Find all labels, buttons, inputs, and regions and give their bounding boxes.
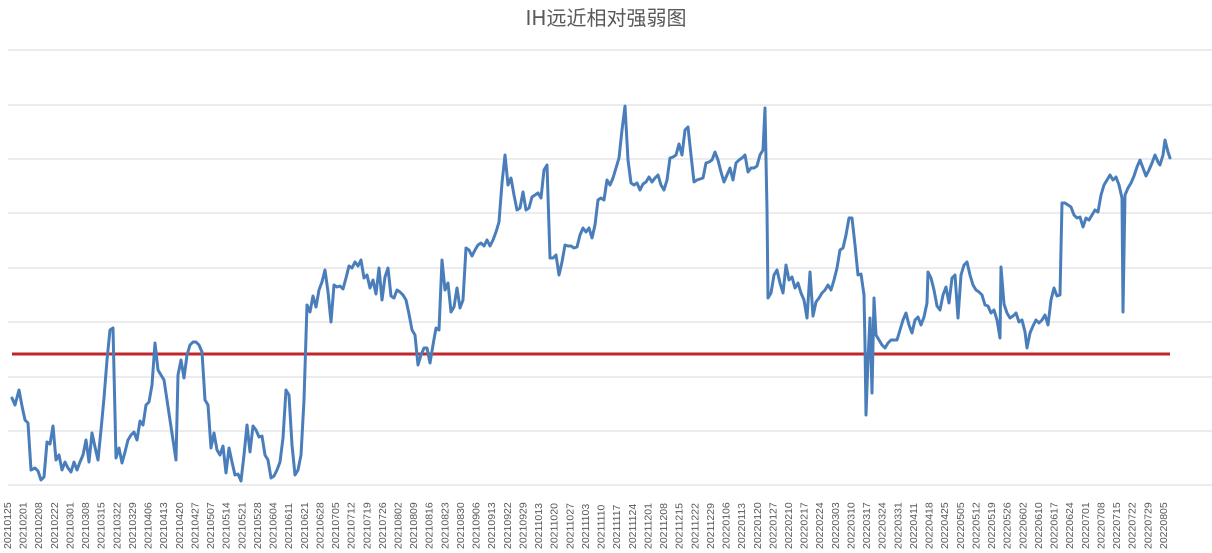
x-axis-tick-label: 20210823 xyxy=(439,502,451,549)
x-axis-tick-label: 20211020 xyxy=(549,503,561,549)
x-axis-tick-label: 20220418 xyxy=(924,502,936,549)
x-axis-tick-label: 20211222 xyxy=(689,503,701,549)
x-axis-tick-label: 20210201 xyxy=(18,502,30,549)
x-axis-tick-label: 20210315 xyxy=(96,502,108,549)
x-axis-tick-label: 20220708 xyxy=(1095,502,1107,549)
x-axis-tick-label: 20211215 xyxy=(674,503,686,549)
x-axis-tick-label: 20220602 xyxy=(1017,502,1029,549)
x-axis-tick-label: 20210922 xyxy=(502,502,514,549)
x-axis-tick-label: 20220331 xyxy=(892,502,904,549)
x-axis-tick-label: 20210329 xyxy=(127,502,139,549)
x-axis-tick-label: 20220224 xyxy=(814,502,826,549)
x-axis-tick-label: 20210125 xyxy=(2,502,14,549)
x-axis-tick-label: 20220425 xyxy=(939,502,951,549)
x-axis-tick-label: 20211124 xyxy=(627,504,639,549)
gridlines xyxy=(8,49,1212,486)
x-axis-tick-label: 20210712 xyxy=(346,502,358,549)
x-axis-tick-label: 20220526 xyxy=(1002,502,1014,549)
x-axis-tick-label: 20211229 xyxy=(705,503,717,549)
x-axis-tick-label: 20210528 xyxy=(252,502,264,549)
x-axis-tick-label: 20211027 xyxy=(564,503,576,549)
x-axis-tick-label: 20210611 xyxy=(283,503,295,549)
x-axis-tick-label: 20220624 xyxy=(1064,502,1076,549)
x-axis-tick-label: 20220310 xyxy=(845,502,857,549)
x-axis-tick-label: 20220715 xyxy=(1111,502,1123,549)
series-line xyxy=(10,104,1172,483)
x-axis-tick-label: 20210906 xyxy=(471,502,483,549)
x-axis-tick-label: 20210802 xyxy=(393,502,405,549)
x-axis-tick-label: 20211013 xyxy=(533,503,545,549)
x-axis-tick-label: 20220317 xyxy=(861,502,873,549)
x-axis-tick-label: 20220217 xyxy=(799,502,811,549)
x-axis-tick-label: 20210507 xyxy=(205,502,217,549)
x-axis-tick-label: 20220411 xyxy=(908,503,920,549)
x-axis-tick-label: 20210726 xyxy=(377,502,389,549)
x-axis-tick-label: 20220617 xyxy=(1049,502,1061,549)
x-axis-tick-label: 20210427 xyxy=(189,502,201,549)
x-axis-tick-label: 20211201 xyxy=(642,503,654,549)
x-axis-tick-label: 20220303 xyxy=(830,502,842,549)
x-axis-labels: 20210125 20210201 20210208 20210222 20210301… xyxy=(2,502,1170,549)
x-axis-tick-label: 20210406 xyxy=(143,502,155,549)
x-axis-tick-label: 20210913 xyxy=(486,502,498,549)
x-axis-tick-label: 20220805 xyxy=(1158,502,1170,549)
x-axis-tick-label: 20210719 xyxy=(361,502,373,549)
x-axis-tick-label: 20211208 xyxy=(658,503,670,549)
x-axis-tick-label: 20210929 xyxy=(517,502,529,549)
x-axis-tick-label: 20211103 xyxy=(580,504,592,549)
x-axis-tick-label: 20210413 xyxy=(158,502,170,549)
x-axis-tick-label: 20220701 xyxy=(1080,502,1092,549)
x-axis-tick-label: 20220512 xyxy=(970,502,982,549)
x-axis-tick-label: 20210830 xyxy=(455,502,467,549)
x-axis-tick-label: 20210521 xyxy=(236,502,248,549)
x-axis-tick-label: 20210301 xyxy=(64,502,76,549)
x-axis-tick-label: 20210208 xyxy=(33,502,45,549)
x-axis-tick-label: 20220127 xyxy=(767,502,779,549)
x-axis-tick-label: 20220324 xyxy=(877,502,889,549)
x-axis-tick-label: 20210628 xyxy=(314,502,326,549)
x-axis-tick-label: 20211117 xyxy=(611,504,623,549)
chart-title: IH远近相对强弱图 xyxy=(525,6,687,30)
x-axis-tick-label: 20210222 xyxy=(49,502,61,549)
x-axis-tick-label: 20210514 xyxy=(221,502,233,549)
x-axis-tick-label: 20210705 xyxy=(330,502,342,549)
x-axis-tick-label: 20220106 xyxy=(721,502,733,549)
x-axis-tick-label: 20220113 xyxy=(736,503,748,549)
x-axis-tick-label: 20210809 xyxy=(408,502,420,549)
x-axis-tick-label: 20220519 xyxy=(986,502,998,549)
x-axis-tick-label: 20220505 xyxy=(955,502,967,549)
x-axis-tick-label: 20220722 xyxy=(1127,502,1139,549)
x-axis-tick-label: 20210816 xyxy=(424,502,436,549)
x-axis-tick-label: 20220210 xyxy=(783,502,795,549)
x-axis-tick-label: 20220610 xyxy=(1033,502,1045,549)
x-axis-tick-label: 20210322 xyxy=(111,502,123,549)
x-axis-tick-label: 20210420 xyxy=(174,502,186,549)
x-axis-tick-label: 20210621 xyxy=(299,502,311,549)
x-axis-tick-label: 20220120 xyxy=(752,502,764,549)
x-axis-tick-label: 20210604 xyxy=(268,502,280,549)
x-axis-tick-label: 20211110 xyxy=(596,504,608,549)
x-axis-tick-label: 20210308 xyxy=(80,502,92,549)
x-axis-tick-label: 20220729 xyxy=(1142,502,1154,549)
